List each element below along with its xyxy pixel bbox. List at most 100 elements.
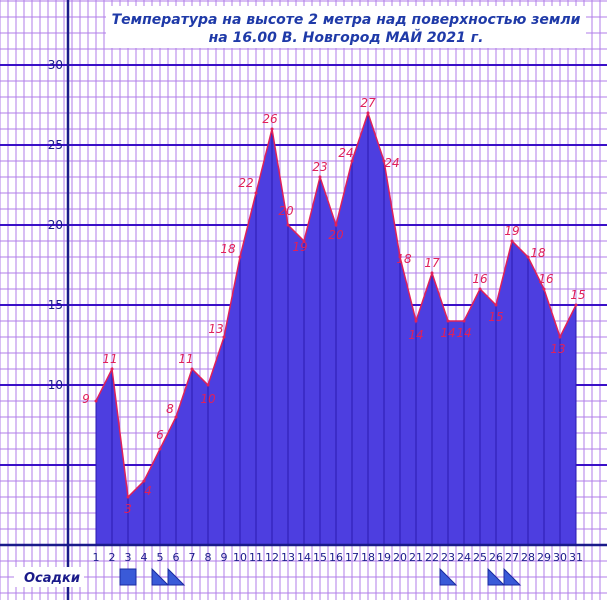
data-point-15 xyxy=(318,175,322,179)
data-point-10 xyxy=(238,255,242,259)
x-tick-10: 10 xyxy=(233,551,247,564)
precip-triangle-icon-26 xyxy=(487,567,506,586)
data-point-25 xyxy=(478,287,482,291)
data-label-22: 17 xyxy=(424,256,440,270)
data-point-14 xyxy=(302,239,306,243)
y-tick-25: 25 xyxy=(48,138,63,152)
y-tick-labels: 10 15 20 25 30 xyxy=(48,58,63,392)
precipitation-row xyxy=(119,567,522,586)
data-point-16 xyxy=(334,223,338,227)
x-tick-20: 20 xyxy=(393,551,407,564)
data-label-20: 18 xyxy=(396,252,412,266)
data-point-13 xyxy=(286,223,290,227)
data-point-2 xyxy=(110,367,114,371)
data-point-11 xyxy=(254,191,258,195)
data-point-5 xyxy=(158,447,162,451)
data-label-30: 13 xyxy=(550,342,565,356)
data-point-1 xyxy=(94,399,98,403)
precipitation-label: Осадки xyxy=(24,571,80,586)
x-tick-9: 9 xyxy=(221,551,228,564)
x-tick-15: 15 xyxy=(313,551,327,564)
data-label-17: 24 xyxy=(338,146,353,160)
data-point-26 xyxy=(494,303,498,307)
area-layer xyxy=(94,110,578,545)
data-point-22 xyxy=(430,271,434,275)
data-point-27 xyxy=(510,239,514,243)
precipitation-label-box xyxy=(14,567,84,587)
data-label-21: 14 xyxy=(408,328,423,342)
x-tick-3: 3 xyxy=(125,551,132,564)
data-label-3: 3 xyxy=(124,502,132,516)
data-label-15: 23 xyxy=(312,160,327,174)
y-tick-10: 10 xyxy=(48,378,63,392)
data-label-9: 13 xyxy=(208,322,223,336)
data-labels: 9 11 34 68 11 10 13 18 22 26 20 19 23 20 24 27 24 18 14 17 1… xyxy=(82,96,585,516)
x-tick-labels: 1 2 3 4 5 6 7 8 9 10 11 12 13 14 15 16 17 18 19 20 21 22 23 24 2… xyxy=(93,551,584,564)
x-tick-24: 24 xyxy=(457,551,471,564)
data-label-16: 20 xyxy=(328,228,344,242)
title-line1: Температура на высоте 2 метра над поверх… xyxy=(112,12,581,28)
data-label-28: 18 xyxy=(530,246,546,260)
data-point-18 xyxy=(366,111,370,115)
data-label-7: 11 xyxy=(178,352,193,366)
precip-triangle-icon-6 xyxy=(167,567,186,586)
data-point-7 xyxy=(190,367,194,371)
data-point-24 xyxy=(462,319,466,323)
x-tick-8: 8 xyxy=(205,551,212,564)
precip-triangle-icon-27 xyxy=(503,567,522,586)
title-box xyxy=(106,6,586,48)
data-point-30 xyxy=(558,335,562,339)
data-point-9 xyxy=(222,335,226,339)
data-point-3 xyxy=(126,495,130,499)
data-label-24: 14 xyxy=(456,326,471,340)
x-tick-12: 12 xyxy=(265,551,279,564)
x-tick-16: 16 xyxy=(329,551,343,564)
x-tick-11: 11 xyxy=(249,551,263,564)
x-tick-14: 14 xyxy=(297,551,311,564)
data-label-19: 24 xyxy=(384,156,399,170)
x-tick-2: 2 xyxy=(109,551,116,564)
data-point-12 xyxy=(270,127,274,131)
data-point-28 xyxy=(526,255,530,259)
precip-square-icon-3 xyxy=(119,568,137,586)
x-tick-21: 21 xyxy=(409,551,423,564)
y-tick-15: 15 xyxy=(48,298,63,312)
x-tick-26: 26 xyxy=(489,551,503,564)
x-tick-22: 22 xyxy=(425,551,439,564)
x-tick-29: 29 xyxy=(537,551,551,564)
data-label-4: 4 xyxy=(144,484,152,498)
x-tick-19: 19 xyxy=(377,551,391,564)
data-label-8: 10 xyxy=(200,392,216,406)
precip-triangle-icon-23 xyxy=(439,567,458,586)
x-tick-30: 30 xyxy=(553,551,567,564)
precip-triangle-icon-5 xyxy=(151,567,170,586)
data-label-12: 26 xyxy=(262,112,278,126)
data-point-31 xyxy=(574,303,578,307)
x-tick-6: 6 xyxy=(173,551,180,564)
chart-title: Температура на высоте 2 метра над поверх… xyxy=(106,6,586,48)
data-label-13: 20 xyxy=(278,204,294,218)
y-tick-20: 20 xyxy=(48,218,63,232)
data-point-29 xyxy=(542,287,546,291)
data-label-31: 15 xyxy=(570,288,585,302)
data-label-6: 8 xyxy=(166,402,174,416)
data-point-20 xyxy=(398,255,402,259)
x-tick-17: 17 xyxy=(345,551,359,564)
data-label-26: 15 xyxy=(488,310,503,324)
x-tick-7: 7 xyxy=(189,551,196,564)
data-label-23: 14 xyxy=(440,326,455,340)
x-tick-4: 4 xyxy=(141,551,148,564)
data-label-1: 9 xyxy=(82,392,90,406)
data-label-14: 19 xyxy=(292,240,307,254)
x-tick-25: 25 xyxy=(473,551,487,564)
x-tick-1: 1 xyxy=(93,551,100,564)
data-label-25: 16 xyxy=(472,272,488,286)
x-tick-27: 27 xyxy=(505,551,519,564)
data-point-19 xyxy=(382,159,386,163)
data-label-10: 18 xyxy=(220,242,236,256)
data-label-27: 19 xyxy=(504,224,519,238)
x-tick-5: 5 xyxy=(157,551,164,564)
